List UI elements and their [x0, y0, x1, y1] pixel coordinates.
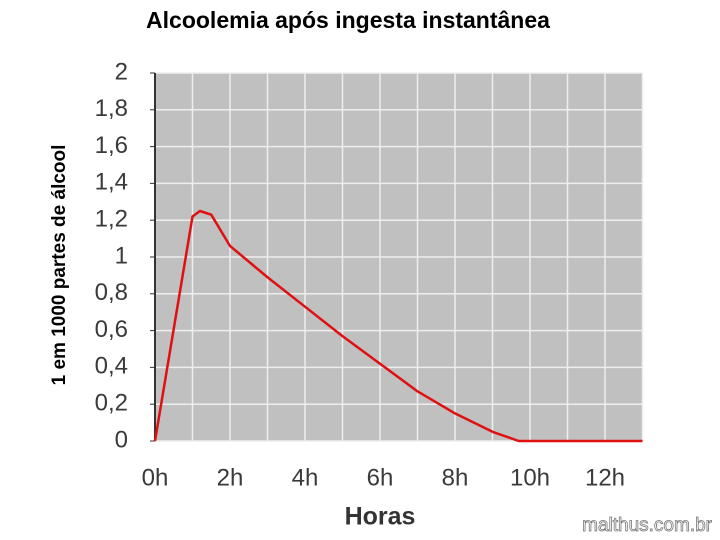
y-tick-label: 0,4: [95, 353, 128, 380]
y-tick-label: 1,6: [95, 132, 128, 159]
y-tick-label: 1,8: [95, 95, 128, 122]
chart-title: Alcoolemia após ingesta instantânea: [146, 7, 550, 33]
y-tick-label: 0,6: [95, 316, 128, 343]
y-tick-label: 2: [115, 58, 128, 85]
y-tick-label: 0: [115, 426, 128, 453]
x-tick-label: 0h: [142, 464, 169, 491]
x-tick-label: 4h: [292, 464, 319, 491]
x-tick-label: 8h: [442, 464, 469, 491]
watermark: malthus.com.br: [582, 515, 713, 536]
y-tick-label: 1,2: [95, 206, 128, 233]
x-tick-label: 12h: [585, 464, 625, 491]
y-tick-label: 1: [115, 242, 128, 269]
y-tick-label: 0,2: [95, 390, 128, 417]
x-tick-label: 10h: [510, 464, 550, 491]
y-tick-label: 1,4: [95, 169, 128, 196]
y-axis-label: 1 em 1000 partes de álcool: [49, 145, 70, 386]
x-axis-label: Horas: [345, 503, 416, 531]
y-tick-label: 0,8: [95, 279, 128, 306]
data-line: [153, 209, 643, 443]
x-tick-label: 6h: [367, 464, 394, 491]
x-tick-label: 2h: [217, 464, 244, 491]
